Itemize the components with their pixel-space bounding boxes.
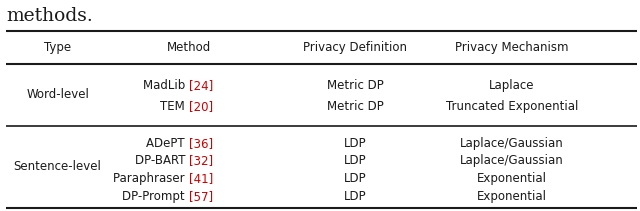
Text: DP-BART: DP-BART (134, 154, 189, 167)
Text: [36]: [36] (189, 137, 213, 150)
Text: DP-Prompt: DP-Prompt (122, 190, 189, 203)
Text: ADePT: ADePT (147, 137, 189, 150)
Text: [20]: [20] (189, 100, 213, 113)
Text: Privacy Mechanism: Privacy Mechanism (455, 41, 569, 54)
Text: Laplace/Gaussian: Laplace/Gaussian (460, 137, 564, 150)
Text: LDP: LDP (344, 137, 367, 150)
Text: Laplace/Gaussian: Laplace/Gaussian (460, 154, 564, 167)
Text: Privacy Definition: Privacy Definition (303, 41, 407, 54)
Text: MadLib: MadLib (143, 79, 189, 92)
Text: Word-level: Word-level (26, 88, 89, 101)
Text: [32]: [32] (189, 154, 213, 167)
Text: Metric DP: Metric DP (327, 79, 383, 92)
Text: LDP: LDP (344, 190, 367, 203)
Text: [41]: [41] (189, 172, 213, 185)
Text: Metric DP: Metric DP (327, 100, 383, 113)
Text: methods.: methods. (6, 7, 93, 25)
Text: LDP: LDP (344, 172, 367, 185)
Text: TEM: TEM (160, 100, 189, 113)
Text: Exponential: Exponential (477, 190, 547, 203)
Text: [57]: [57] (189, 190, 213, 203)
Text: Paraphraser: Paraphraser (113, 172, 189, 185)
Text: Laplace: Laplace (489, 79, 535, 92)
Text: Exponential: Exponential (477, 172, 547, 185)
Text: LDP: LDP (344, 154, 367, 167)
Text: Truncated Exponential: Truncated Exponential (446, 100, 578, 113)
Text: [24]: [24] (189, 79, 213, 92)
Text: Method: Method (166, 41, 211, 54)
Text: Type: Type (44, 41, 71, 54)
Text: Sentence-level: Sentence-level (13, 160, 102, 173)
